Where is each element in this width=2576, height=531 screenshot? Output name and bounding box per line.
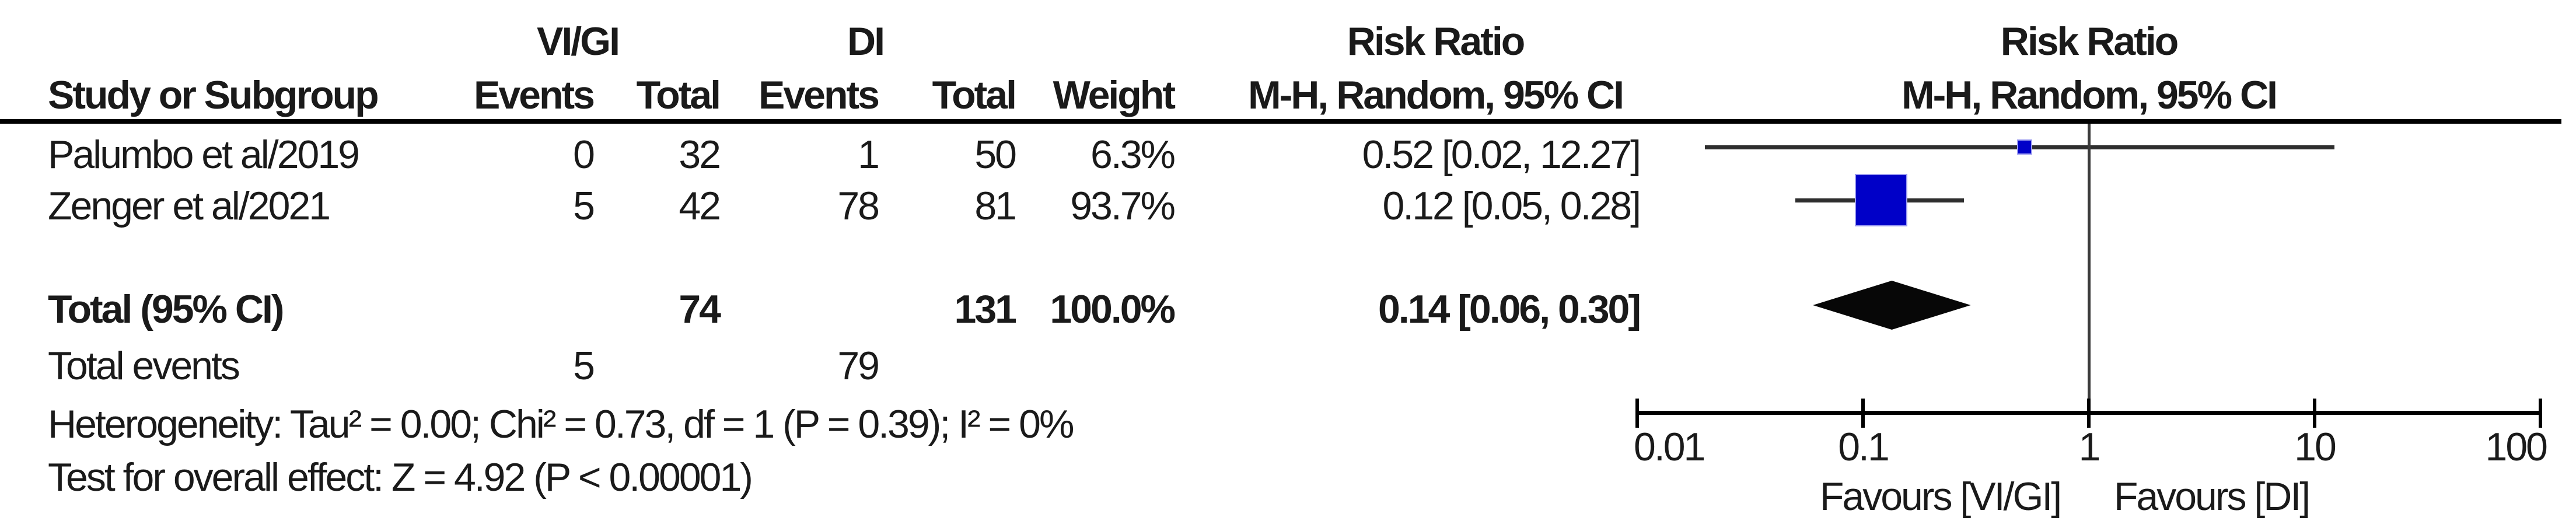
group1-events: 5 xyxy=(573,184,595,228)
total-events-group2: 79 xyxy=(837,344,880,388)
axis-tick-label: 10 xyxy=(2294,425,2337,469)
total-risk-ratio-ci-text: 0.14 [0.06, 0.30] xyxy=(1378,287,1641,331)
total-events-label: Total events xyxy=(48,344,240,388)
plot-subtitle: M-H, Random, 95% CI xyxy=(1902,73,2278,117)
col-header-study: Study or Subgroup xyxy=(48,73,379,117)
risk-ratio-ci-text: 0.52 [0.02, 12.27] xyxy=(1362,132,1641,177)
overall-effect-text: Test for overall effect: Z = 4.92 (P < 0… xyxy=(48,455,753,499)
favours-left-label: Favours [VI/GI] xyxy=(1819,474,2062,519)
weight-value: 93.7% xyxy=(1070,184,1176,228)
group2-events: 1 xyxy=(858,132,880,177)
axis-tick-label: 0.1 xyxy=(1838,425,1890,469)
axis-tick xyxy=(2087,399,2091,428)
favours-right-label: Favours [DI] xyxy=(2113,474,2311,519)
risk-ratio-column-title: Risk Ratio xyxy=(1347,19,1526,64)
col-header-rr-ci: M-H, Random, 95% CI xyxy=(1248,73,1624,117)
total-group1: 74 xyxy=(679,287,721,331)
axis-tick xyxy=(1861,399,1865,428)
axis-tick xyxy=(1635,399,1639,428)
group1-total: 32 xyxy=(679,132,721,177)
group1-total: 42 xyxy=(679,184,721,228)
total-events-group1: 5 xyxy=(573,344,595,388)
total-weight: 100.0% xyxy=(1050,287,1176,331)
heterogeneity-text: Heterogeneity: Tau² = 0.00; Chi² = 0.73,… xyxy=(48,402,1074,446)
null-effect-line xyxy=(2088,124,2091,414)
axis-tick-label: 1 xyxy=(2078,425,2101,469)
axis-tick-label: 0.01 xyxy=(1634,425,1705,469)
pooled-diamond xyxy=(1813,281,1971,330)
axis-tick xyxy=(2313,399,2316,428)
plot-title: Risk Ratio xyxy=(2000,19,2179,64)
study-label: Zenger et al/2021 xyxy=(48,184,331,228)
axis-tick-label: 100 xyxy=(2485,425,2548,469)
header-rule xyxy=(0,119,2561,124)
effect-square xyxy=(1856,175,1906,225)
col-header-total-1: Total xyxy=(636,73,721,117)
axis-tick xyxy=(2539,399,2542,428)
group2-header: DI xyxy=(847,19,885,64)
total-group2: 131 xyxy=(954,287,1017,331)
study-label: Palumbo et al/2019 xyxy=(48,132,360,177)
group1-events: 0 xyxy=(573,132,595,177)
group2-events: 78 xyxy=(837,184,880,228)
col-header-weight: Weight xyxy=(1053,73,1176,117)
total-label: Total (95% CI) xyxy=(48,287,285,331)
group1-header: VI/GI xyxy=(537,19,620,64)
col-header-events-2: Events xyxy=(759,73,880,117)
risk-ratio-ci-text: 0.12 [0.05, 0.28] xyxy=(1382,184,1641,228)
col-header-total-2: Total xyxy=(932,73,1017,117)
weight-value: 6.3% xyxy=(1090,132,1176,177)
effect-square xyxy=(2018,141,2031,153)
group2-total: 81 xyxy=(974,184,1017,228)
group2-total: 50 xyxy=(974,132,1017,177)
col-header-events-1: Events xyxy=(474,73,595,117)
